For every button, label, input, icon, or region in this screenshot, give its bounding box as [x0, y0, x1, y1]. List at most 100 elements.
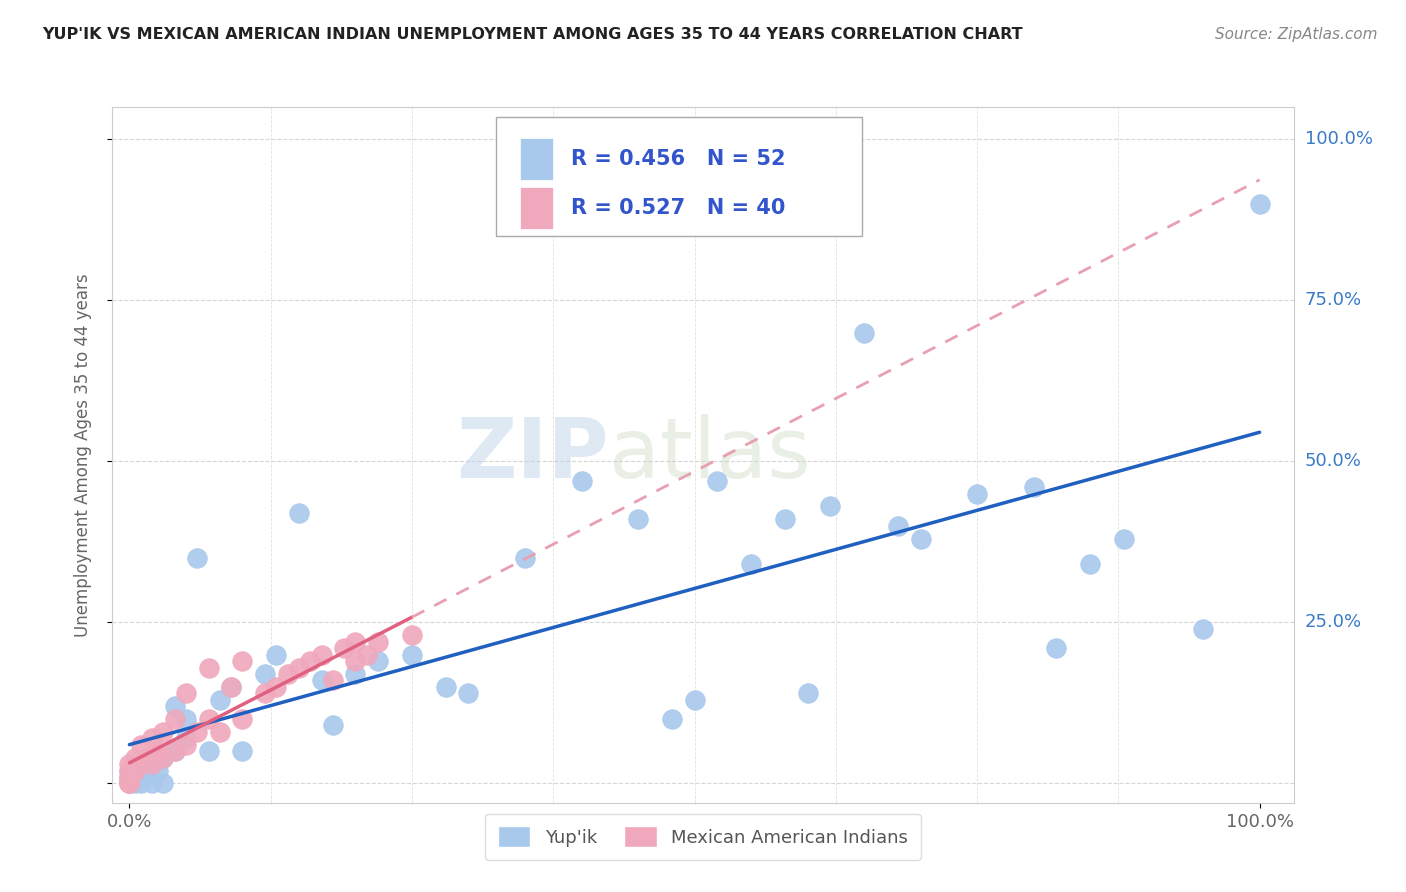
Point	[853, 326, 876, 340]
Point	[174, 686, 197, 700]
Point	[887, 518, 910, 533]
Point	[910, 532, 932, 546]
Point	[152, 776, 174, 790]
Point	[796, 686, 818, 700]
Point	[118, 776, 141, 790]
Point	[311, 648, 333, 662]
Point	[344, 634, 367, 648]
Point	[186, 551, 208, 566]
Point	[1078, 558, 1101, 572]
Point	[219, 680, 242, 694]
Point	[186, 725, 208, 739]
Text: 25.0%: 25.0%	[1305, 614, 1362, 632]
Y-axis label: Unemployment Among Ages 35 to 44 years: Unemployment Among Ages 35 to 44 years	[73, 273, 91, 637]
Point	[627, 512, 650, 526]
Point	[141, 776, 163, 790]
Point	[266, 680, 288, 694]
Text: 75.0%: 75.0%	[1305, 292, 1362, 310]
Point	[163, 712, 186, 726]
Point	[367, 654, 389, 668]
Text: 100.0%: 100.0%	[1305, 130, 1372, 148]
Point	[152, 750, 174, 764]
FancyBboxPatch shape	[520, 187, 553, 229]
Point	[163, 744, 186, 758]
Point	[146, 764, 169, 778]
Point	[1112, 532, 1135, 546]
Point	[174, 738, 197, 752]
Point	[219, 680, 242, 694]
Point	[266, 648, 288, 662]
Point	[141, 757, 163, 772]
Point	[118, 770, 141, 784]
Point	[401, 628, 423, 642]
Point	[146, 744, 169, 758]
Point	[311, 673, 333, 688]
Point	[152, 750, 174, 764]
Point	[322, 718, 344, 732]
Point	[124, 770, 146, 784]
Point	[174, 712, 197, 726]
Point	[254, 686, 277, 700]
Point	[299, 654, 322, 668]
Point	[129, 764, 152, 778]
Text: Source: ZipAtlas.com: Source: ZipAtlas.com	[1215, 27, 1378, 42]
Point	[231, 654, 253, 668]
Point	[118, 773, 141, 788]
Point	[124, 776, 146, 790]
Point	[277, 667, 299, 681]
Text: atlas: atlas	[609, 415, 810, 495]
Point	[254, 667, 277, 681]
Point	[683, 692, 706, 706]
Point	[118, 770, 141, 784]
Point	[118, 776, 141, 790]
Point	[163, 744, 186, 758]
Point	[434, 680, 457, 694]
Point	[661, 712, 683, 726]
Point	[818, 500, 841, 514]
Point	[124, 764, 146, 778]
FancyBboxPatch shape	[496, 118, 862, 235]
Point	[1045, 641, 1067, 656]
Point	[344, 654, 367, 668]
Text: R = 0.456   N = 52: R = 0.456 N = 52	[571, 149, 785, 169]
Point	[118, 757, 141, 772]
Point	[1192, 622, 1215, 636]
Point	[367, 634, 389, 648]
Point	[706, 474, 728, 488]
Point	[141, 757, 163, 772]
Point	[129, 738, 152, 752]
Point	[197, 712, 219, 726]
Point	[124, 750, 146, 764]
FancyBboxPatch shape	[520, 138, 553, 180]
Point	[197, 744, 219, 758]
Point	[401, 648, 423, 662]
Point	[333, 641, 356, 656]
Point	[231, 712, 253, 726]
Point	[118, 764, 141, 778]
Point	[208, 725, 231, 739]
Point	[129, 776, 152, 790]
Point	[288, 660, 311, 674]
Point	[966, 486, 988, 500]
Point	[740, 558, 762, 572]
Text: 50.0%: 50.0%	[1305, 452, 1361, 470]
Point	[141, 731, 163, 746]
Point	[208, 692, 231, 706]
Legend: Yup'ik, Mexican American Indians: Yup'ik, Mexican American Indians	[485, 814, 921, 860]
Point	[322, 673, 344, 688]
Text: YUP'IK VS MEXICAN AMERICAN INDIAN UNEMPLOYMENT AMONG AGES 35 TO 44 YEARS CORRELA: YUP'IK VS MEXICAN AMERICAN INDIAN UNEMPL…	[42, 27, 1022, 42]
Point	[457, 686, 479, 700]
Point	[773, 512, 796, 526]
Point	[231, 744, 253, 758]
Point	[197, 660, 219, 674]
Point	[129, 757, 152, 772]
Point	[118, 764, 141, 778]
Point	[344, 667, 367, 681]
Point	[1249, 196, 1271, 211]
Point	[163, 699, 186, 714]
Point	[571, 474, 593, 488]
Point	[152, 725, 174, 739]
Point	[118, 776, 141, 790]
Point	[513, 551, 536, 566]
Text: ZIP: ZIP	[456, 415, 609, 495]
